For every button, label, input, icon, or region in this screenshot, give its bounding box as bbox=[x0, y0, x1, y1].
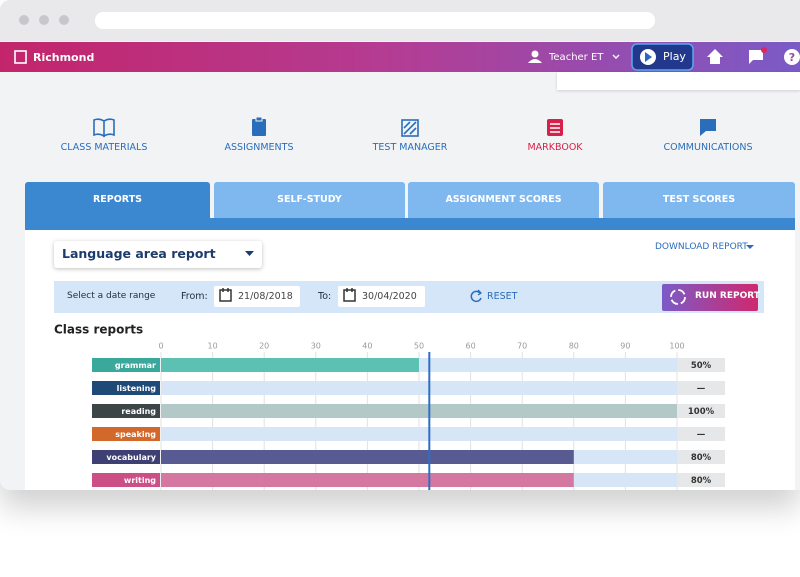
category-label: speaking bbox=[115, 430, 156, 439]
svg-text:?: ? bbox=[789, 51, 795, 64]
bar-track bbox=[161, 381, 677, 395]
bar bbox=[161, 404, 677, 418]
tab-strip bbox=[25, 218, 795, 230]
browser-window: ? Richmond Teacher ET Play CLASS MATERIA… bbox=[0, 0, 800, 490]
value-label: — bbox=[697, 430, 706, 440]
x-tick-label: 70 bbox=[517, 342, 527, 351]
brand[interactable]: Richmond bbox=[33, 51, 95, 64]
x-tick-label: 40 bbox=[362, 342, 372, 351]
value-label: 80% bbox=[691, 453, 712, 463]
tab-active[interactable]: REPORTS bbox=[25, 182, 210, 218]
from-input[interactable] bbox=[214, 286, 300, 307]
x-tick-label: 60 bbox=[466, 342, 476, 351]
category-badge bbox=[92, 427, 160, 441]
x-tick-label: 30 bbox=[311, 342, 321, 351]
value-box bbox=[677, 404, 725, 418]
play-button[interactable]: Play bbox=[663, 50, 686, 63]
value-label: 100% bbox=[688, 407, 715, 417]
category-label: vocabulary bbox=[106, 453, 156, 462]
filter-prompt: Select a date range bbox=[67, 291, 156, 301]
value-box bbox=[677, 473, 725, 487]
nav-item[interactable]: TEST MANAGER bbox=[372, 142, 448, 153]
tab[interactable]: ASSIGNMENT SCORES bbox=[408, 182, 599, 218]
x-tick-label: 10 bbox=[208, 342, 218, 351]
category-label: reading bbox=[121, 407, 156, 416]
filter-icons bbox=[219, 284, 758, 311]
value-box bbox=[677, 427, 725, 441]
nav-item[interactable]: CLASS MATERIALS bbox=[60, 142, 148, 153]
x-tick-label: 20 bbox=[259, 342, 269, 351]
report-select-text[interactable]: Language area report bbox=[62, 246, 216, 261]
value-box bbox=[677, 381, 725, 395]
category-badge bbox=[92, 473, 160, 487]
header-icons: ? bbox=[14, 43, 800, 71]
bar bbox=[161, 358, 419, 372]
category-badge bbox=[92, 450, 160, 464]
reset-button[interactable]: RESET bbox=[487, 291, 518, 302]
chart: Class reports 0 10 20 30 40 50 60 70 80 90 100 gram… bbox=[54, 323, 725, 490]
report-select[interactable] bbox=[54, 241, 262, 268]
download-arrow bbox=[746, 245, 754, 249]
value-label: 50% bbox=[691, 361, 712, 371]
bar bbox=[161, 473, 574, 487]
select-arrow bbox=[245, 251, 254, 256]
value-label: — bbox=[697, 384, 706, 394]
x-tick-label: 50 bbox=[414, 342, 424, 351]
category-badge bbox=[92, 358, 160, 372]
nav-item-active[interactable]: MARKBOOK bbox=[527, 142, 583, 153]
from-date[interactable]: 21/08/2018 bbox=[238, 291, 293, 302]
category-label: listening bbox=[117, 384, 157, 393]
to-input[interactable] bbox=[338, 286, 425, 307]
nav-item[interactable]: COMMUNICATIONS bbox=[663, 142, 753, 153]
value-label: 80% bbox=[691, 476, 712, 486]
category-label: writing bbox=[124, 476, 156, 485]
x-tick-label: 0 bbox=[158, 342, 163, 351]
window-controls bbox=[19, 12, 655, 29]
to-label: To: bbox=[318, 291, 332, 302]
bar bbox=[161, 450, 574, 464]
category-label: grammar bbox=[115, 361, 156, 370]
user-menu[interactable]: Teacher ET bbox=[549, 52, 604, 63]
chart-title: Class reports bbox=[54, 323, 143, 337]
tab[interactable]: TEST SCORES bbox=[603, 182, 795, 218]
x-tick-label: 90 bbox=[620, 342, 630, 351]
bar-track bbox=[161, 427, 677, 441]
tab[interactable]: SELF-STUDY bbox=[214, 182, 405, 218]
category-badge bbox=[92, 381, 160, 395]
run-report-button[interactable]: RUN REPORT bbox=[695, 291, 760, 301]
to-date[interactable]: 30/04/2020 bbox=[362, 291, 417, 302]
x-tick-label: 80 bbox=[569, 342, 579, 351]
category-badge bbox=[92, 404, 160, 418]
nav-item[interactable]: ASSIGNMENTS bbox=[224, 142, 294, 153]
value-box bbox=[677, 358, 725, 372]
from-label: From: bbox=[181, 291, 208, 302]
x-tick-label: 100 bbox=[669, 342, 684, 351]
nav-icons bbox=[93, 116, 716, 138]
value-box bbox=[677, 450, 725, 464]
download-link[interactable]: DOWNLOAD REPORT bbox=[655, 242, 748, 252]
dropdown-panel bbox=[557, 72, 800, 90]
